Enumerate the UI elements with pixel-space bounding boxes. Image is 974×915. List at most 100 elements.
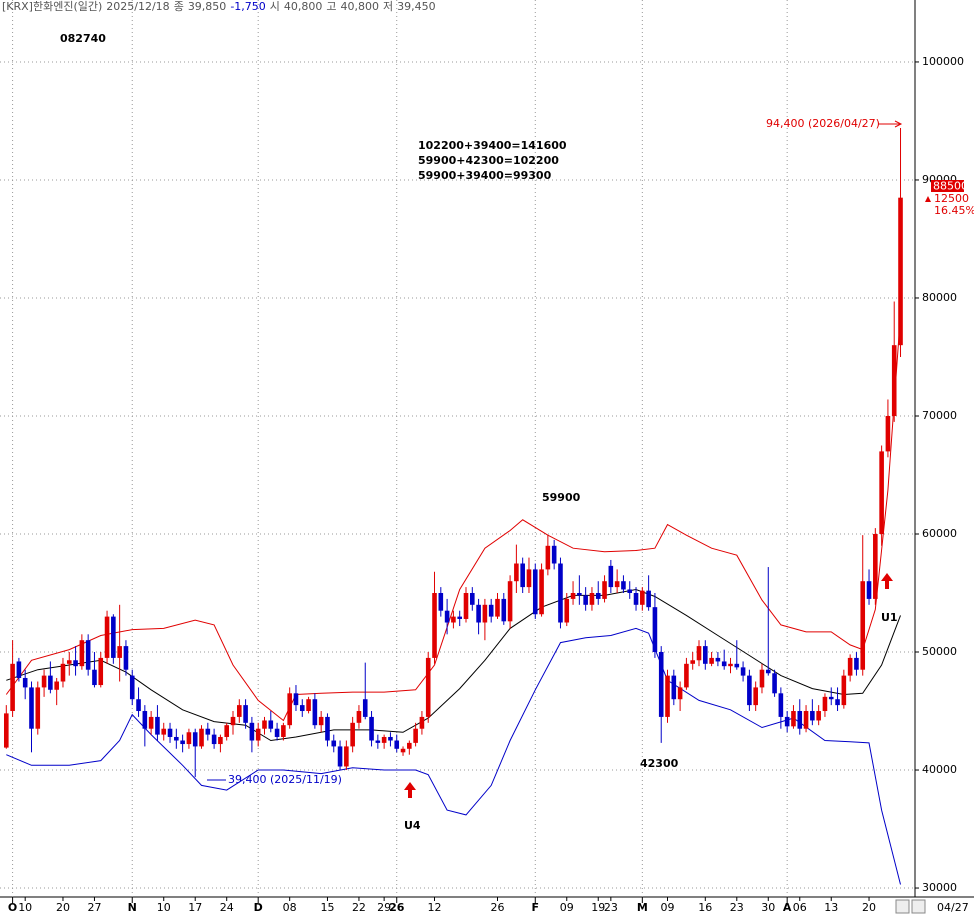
- candle-body: [444, 610, 450, 623]
- y-tick-label: 100000: [922, 55, 964, 68]
- candle-body: [98, 657, 104, 686]
- candle-body: [41, 675, 47, 688]
- candle-body: [337, 746, 343, 767]
- candle-body: [73, 660, 78, 667]
- candle-body: [66, 660, 72, 664]
- candle-body: [362, 699, 368, 717]
- candle-body: [677, 687, 683, 700]
- candle-body: [822, 696, 828, 712]
- band-line: [6, 588, 901, 742]
- candle-body: [526, 569, 532, 588]
- candle-body: [129, 675, 135, 700]
- candle-body: [621, 581, 626, 590]
- x-tick-label: F: [532, 901, 540, 914]
- candle-body: [388, 736, 393, 741]
- candle-body: [85, 640, 91, 670]
- candle-body: [791, 711, 796, 727]
- x-tick-label: 13: [824, 901, 838, 914]
- close-label: 종: [173, 0, 184, 13]
- candle-body: [860, 581, 866, 670]
- candle-body: [816, 711, 821, 721]
- x-tick-label: 20: [862, 901, 876, 914]
- candle-body: [92, 669, 97, 686]
- leader-arrow: [894, 120, 903, 128]
- tool-icon: [895, 899, 910, 914]
- candle-body: [614, 581, 620, 588]
- x-tick-label: 15: [320, 901, 334, 914]
- candle-body: [835, 699, 840, 706]
- candle-body: [721, 661, 727, 667]
- candle-body: [854, 657, 859, 670]
- candle-body: [79, 640, 85, 667]
- change: -1,750: [230, 0, 266, 13]
- candle-body: [236, 705, 242, 717]
- y-tick-label: 70000: [922, 409, 957, 422]
- candle-body: [224, 725, 230, 737]
- last-date: 04/27: [937, 901, 969, 914]
- candle-body: [690, 660, 696, 664]
- candle-body: [728, 663, 733, 667]
- candle-body: [778, 693, 784, 717]
- candle-body: [438, 593, 444, 611]
- candle-body: [192, 732, 198, 747]
- candle-body: [747, 675, 752, 706]
- candle-body: [29, 687, 34, 729]
- x-tick-label: 29: [377, 901, 391, 914]
- candle-body: [797, 711, 803, 729]
- candle-body: [413, 728, 418, 743]
- note: 59900+39400=99300: [418, 169, 552, 182]
- candle-body: [734, 663, 740, 668]
- candle-body: [155, 716, 160, 735]
- candle-body: [608, 565, 614, 588]
- candle-body: [375, 740, 381, 743]
- candle-body: [753, 687, 758, 706]
- candle-body: [344, 746, 349, 767]
- candle-body: [174, 736, 179, 741]
- candle-body: [514, 563, 519, 582]
- candle-body: [457, 616, 463, 619]
- candle-body: [148, 716, 154, 729]
- candle-body: [539, 569, 544, 615]
- candle-body: [255, 728, 261, 741]
- candle-body: [306, 699, 311, 712]
- candle-body: [627, 589, 633, 594]
- candle-body: [873, 533, 878, 599]
- candle-body: [570, 593, 576, 599]
- candle-body: [104, 616, 110, 658]
- y-tick-label: 80000: [922, 291, 957, 304]
- candle-body: [281, 725, 286, 737]
- candle-body: [463, 593, 469, 619]
- x-tick-label: 20: [56, 901, 70, 914]
- x-tick-label: 24: [220, 901, 234, 914]
- candle-body: [532, 569, 538, 615]
- x-tick-label: 08: [283, 901, 297, 914]
- candle-body: [381, 736, 387, 743]
- candle-body: [891, 345, 897, 416]
- candle-body: [495, 598, 500, 617]
- candle-body: [117, 646, 122, 658]
- high-label: 고: [326, 0, 337, 13]
- candle-body: [218, 736, 223, 745]
- candle-body: [249, 722, 255, 741]
- candle-body: [520, 563, 525, 588]
- note: 59900+42300=102200: [418, 154, 559, 167]
- header: [KRX]한화엔진(일간) 2025/12/18 종 39,850 -1,750 시 40,…: [2, 0, 440, 13]
- candle-body: [199, 728, 204, 747]
- candle-body: [765, 669, 771, 674]
- candle-body: [16, 661, 22, 678]
- candle-body: [784, 716, 790, 727]
- note: 102200+39400=141600: [418, 139, 567, 152]
- x-tick-label: 19: [591, 901, 605, 914]
- x-tick-label: A: [783, 901, 792, 914]
- candle-body: [186, 732, 192, 745]
- candle-body: [350, 722, 355, 747]
- candle-body: [885, 415, 891, 452]
- ticker-title: [KRX]한화엔진(일간): [2, 0, 103, 13]
- candle-body: [274, 728, 280, 737]
- candle-body: [866, 581, 872, 599]
- candle-body: [759, 669, 765, 688]
- candle-body: [111, 616, 116, 658]
- candle-body: [488, 604, 494, 617]
- candle-body: [287, 693, 292, 726]
